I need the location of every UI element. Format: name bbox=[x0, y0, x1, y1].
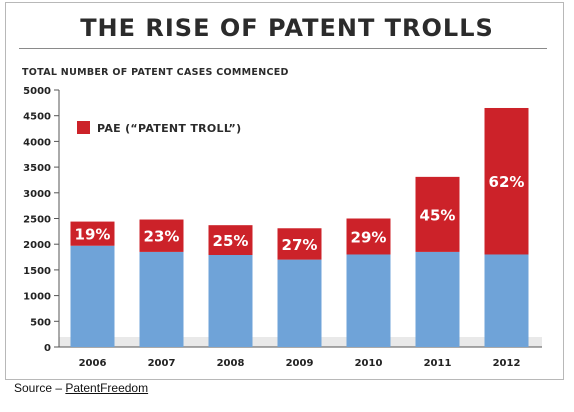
bar-red bbox=[277, 228, 322, 260]
bar-blue bbox=[277, 259, 322, 347]
data-label: 62% bbox=[489, 173, 525, 191]
data-label: 29% bbox=[351, 228, 387, 246]
legend-swatch bbox=[77, 121, 90, 134]
data-label: 23% bbox=[144, 228, 180, 246]
data-label: 19% bbox=[75, 226, 111, 244]
y-tick-label: 4500 bbox=[23, 112, 51, 123]
source-caption: Source – PatentFreedom bbox=[14, 381, 148, 395]
y-tick-label: 2500 bbox=[23, 215, 51, 226]
x-tick-label: 2009 bbox=[286, 358, 314, 369]
bar-blue bbox=[415, 251, 460, 347]
data-label: 45% bbox=[420, 206, 456, 224]
x-tick-label: 2010 bbox=[355, 358, 383, 369]
y-tick-label: 4000 bbox=[23, 137, 51, 148]
x-tick-label: 2008 bbox=[217, 358, 245, 369]
x-tick-label: 2011 bbox=[424, 358, 452, 369]
bar-blue bbox=[484, 254, 529, 347]
data-label: 27% bbox=[282, 236, 318, 254]
y-tick-label: 3500 bbox=[23, 163, 51, 174]
y-tick-label: 500 bbox=[30, 317, 51, 328]
y-tick-label: 0 bbox=[44, 343, 51, 354]
x-tick-label: 2012 bbox=[493, 358, 521, 369]
source-prefix: Source – bbox=[14, 381, 66, 395]
x-tick-label: 2007 bbox=[148, 358, 176, 369]
bar-blue bbox=[208, 254, 253, 347]
y-axis-label: TOTAL NUMBER OF PATENT CASES COMMENCED bbox=[22, 67, 289, 78]
bar-red bbox=[139, 219, 184, 252]
bar-red bbox=[208, 225, 253, 255]
bar-blue bbox=[139, 251, 184, 347]
y-tick-label: 1000 bbox=[23, 292, 51, 303]
bar-red bbox=[70, 221, 115, 246]
bar-blue bbox=[346, 254, 391, 347]
y-tick-label: 2000 bbox=[23, 240, 51, 251]
title-divider bbox=[19, 48, 547, 49]
data-label: 25% bbox=[213, 232, 249, 250]
legend-label: PAE (“PATENT TROLL”) bbox=[97, 122, 241, 135]
y-tick-label: 3000 bbox=[23, 189, 51, 200]
source-link[interactable]: PatentFreedom bbox=[65, 381, 149, 395]
bar-red bbox=[484, 107, 529, 255]
chart-title: THE RISE OF PATENT TROLLS bbox=[80, 14, 494, 42]
x-tick-label: 2006 bbox=[79, 358, 107, 369]
y-tick-label: 5000 bbox=[23, 86, 51, 97]
bar-blue bbox=[70, 245, 115, 347]
bar-red bbox=[346, 218, 391, 255]
y-tick-label: 1500 bbox=[23, 266, 51, 277]
bar-red bbox=[415, 176, 460, 252]
